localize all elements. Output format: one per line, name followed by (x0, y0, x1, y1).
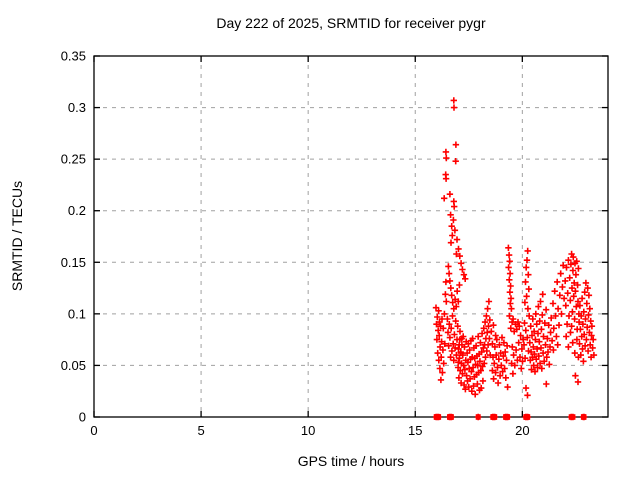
x-axis-label: GPS time / hours (297, 453, 405, 469)
y-tick-label: 0.05 (61, 358, 86, 373)
y-tick-label: 0.15 (61, 255, 86, 270)
y-tick-label: 0.1 (68, 306, 86, 321)
chart-title: Day 222 of 2025, SRMTID for receiver pyg… (216, 15, 486, 31)
y-tick-label: 0.25 (61, 152, 86, 167)
x-tick-label: 5 (197, 423, 204, 438)
x-tick-label: 10 (301, 423, 315, 438)
y-tick-label: 0.35 (61, 49, 86, 64)
y-tick-label: 0.3 (68, 100, 86, 115)
x-tick-label: 15 (408, 423, 422, 438)
y-tick-label: 0 (79, 410, 86, 425)
x-tick-label: 20 (515, 423, 529, 438)
scatter-points (432, 97, 598, 421)
plot-border (93, 55, 609, 418)
y-tick-label: 0.2 (68, 203, 86, 218)
x-tick-label: 0 (90, 423, 97, 438)
